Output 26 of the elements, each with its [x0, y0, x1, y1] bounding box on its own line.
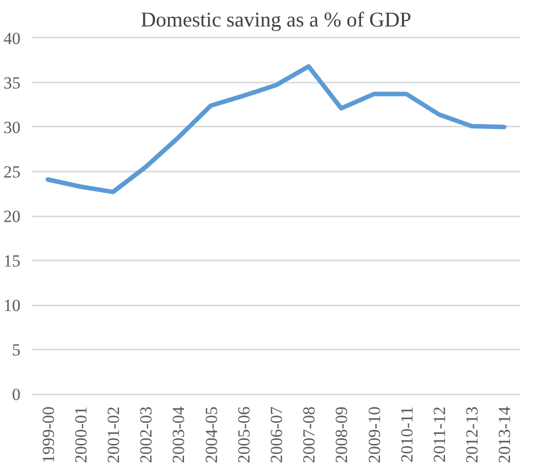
- y-tick-label: 20: [4, 207, 20, 226]
- y-tick-label: 30: [4, 118, 20, 137]
- x-tick-label: 2008-09: [332, 406, 352, 464]
- x-tick-label: 1999-00: [38, 406, 58, 464]
- x-tick-label: 2010-11: [397, 406, 416, 463]
- x-tick-label: 2004-05: [202, 406, 221, 464]
- y-tick-label: 25: [4, 162, 20, 182]
- y-tick-label: 15: [4, 252, 20, 271]
- x-tick-label: 2009-10: [364, 406, 384, 464]
- line-series: [46, 64, 506, 194]
- x-tick-label: 2012-13: [462, 406, 482, 464]
- x-tick-label: 2006-07: [267, 406, 286, 464]
- x-tick-label: 2002-03: [136, 406, 156, 464]
- y-tick-label: 40: [4, 28, 20, 48]
- y-tick-label: 10: [4, 296, 20, 316]
- y-tick-label: 5: [12, 340, 20, 360]
- x-tick-label: 2001-02: [104, 406, 123, 464]
- y-tick-label: 35: [4, 73, 20, 92]
- chart-title: Domestic saving as a % of GDP: [140, 8, 412, 32]
- x-tick-label: 2011-12: [430, 406, 449, 463]
- x-tick-label: 2007-08: [300, 406, 319, 464]
- y-tick-label: 0: [12, 385, 20, 404]
- x-tick-label: 2003-04: [169, 406, 188, 464]
- x-tick-label: 2000-01: [71, 406, 90, 464]
- x-tick-label: 2013-14: [495, 406, 514, 464]
- x-tick-label: 2005-06: [234, 406, 254, 464]
